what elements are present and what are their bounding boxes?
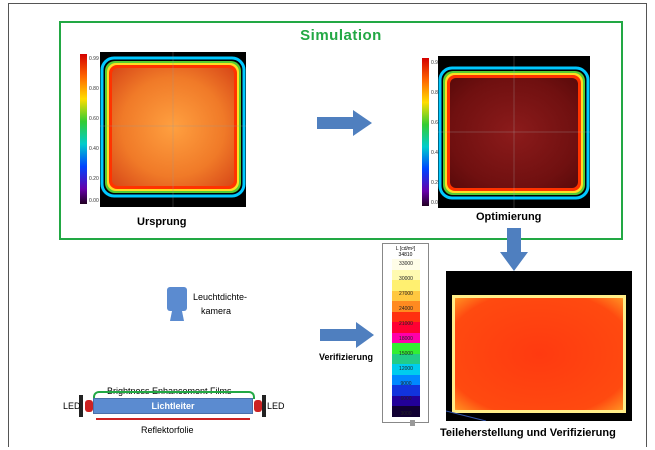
colorbar-max: 34810 bbox=[398, 252, 413, 258]
lichtleiter: Lichtleiter bbox=[93, 398, 253, 414]
colorbar-scale: 33000 30000 27000 24000 21000 18000 15000 12000… bbox=[392, 259, 420, 418]
colorbar-tick-label: 27000 bbox=[399, 291, 413, 297]
colorbar-tick-label: 3000 bbox=[400, 411, 412, 417]
svg-text:0.00: 0.00 bbox=[89, 198, 99, 204]
colorbar-cell bbox=[392, 385, 420, 397]
camera-label-2: kamera bbox=[201, 306, 232, 316]
colorbar-tick-label: 12000 bbox=[399, 366, 413, 372]
led-right-icon bbox=[254, 400, 262, 412]
colorbar-stand bbox=[410, 420, 415, 426]
simulation-box: Simulation bbox=[59, 21, 623, 240]
colorbar-tick-label: 30000 bbox=[399, 276, 413, 282]
colorbar-cell bbox=[392, 332, 420, 344]
simulation-title: Simulation bbox=[300, 27, 382, 44]
svg-text:0.80: 0.80 bbox=[431, 90, 441, 96]
led-left-icon bbox=[85, 400, 93, 412]
colorbar-tick-label: 24000 bbox=[399, 306, 413, 312]
colorbar-cell bbox=[392, 364, 420, 376]
colorbar-tick-label: 21000 bbox=[399, 321, 413, 327]
reflektor-label: Reflektorfolie bbox=[141, 425, 194, 435]
bef-film bbox=[93, 391, 255, 399]
slide-frame bbox=[8, 3, 647, 447]
optimierung-heatmap: 0.99 0.80 0.60 0.40 0.20 0.00 bbox=[422, 56, 590, 208]
svg-text:0.60: 0.60 bbox=[431, 120, 441, 126]
colorbar-cell bbox=[392, 269, 420, 281]
svg-text:0.20: 0.20 bbox=[431, 180, 441, 186]
verify-arrow-icon bbox=[320, 322, 374, 348]
svg-text:0.00: 0.00 bbox=[431, 200, 441, 206]
svg-text:0.40: 0.40 bbox=[431, 150, 441, 156]
camera-label-1: Leuchtdichte- bbox=[193, 292, 248, 302]
luminance-colorbar: L [cd/m²] 34810 33000 30000 27000 24000 2100… bbox=[382, 243, 429, 423]
colorbar-cell bbox=[392, 280, 420, 292]
colorbar-cell bbox=[392, 406, 420, 418]
colorbar-tick-label: 18000 bbox=[399, 336, 413, 342]
colorbar-cell bbox=[392, 290, 420, 302]
colorbar-cell bbox=[392, 374, 420, 386]
svg-text:0.40: 0.40 bbox=[89, 146, 99, 152]
ursprung-label: Ursprung bbox=[137, 216, 187, 228]
led-right-label: LED bbox=[267, 401, 285, 411]
led-left-label: LED bbox=[63, 401, 81, 411]
svg-text:0.80: 0.80 bbox=[89, 86, 99, 92]
measured-part-image bbox=[446, 271, 632, 421]
svg-text:0.99: 0.99 bbox=[89, 56, 99, 62]
colorbar-unit: L [cd/m²] bbox=[395, 246, 416, 252]
right-arrow-icon bbox=[317, 110, 372, 136]
colorbar-cell bbox=[392, 353, 420, 365]
ursprung-heatmap: 0.99 0.80 0.60 0.40 0.20 0.00 bbox=[80, 52, 246, 207]
colorbar-cell bbox=[392, 311, 420, 323]
colorbar-tick-label: 33000 bbox=[399, 261, 413, 267]
svg-text:0.99: 0.99 bbox=[431, 60, 441, 66]
right-bracket bbox=[262, 395, 266, 417]
colorbar-tick-label: 6000 bbox=[400, 396, 412, 402]
teile-label: Teileherstellung und Verifizierung bbox=[440, 427, 616, 439]
colorbar-cell bbox=[392, 301, 420, 313]
down-arrow-icon bbox=[500, 228, 528, 271]
colorbar-tick-label: 15000 bbox=[399, 351, 413, 357]
svg-text:0.60: 0.60 bbox=[89, 116, 99, 122]
colorbar-tick-label: 9000 bbox=[400, 381, 412, 387]
reflector-line bbox=[96, 418, 250, 420]
colorbar-cell bbox=[392, 395, 420, 407]
left-bracket bbox=[79, 395, 83, 417]
verifizierung-label: Verifizierung bbox=[319, 352, 374, 362]
svg-text:0.20: 0.20 bbox=[89, 176, 99, 182]
colorbar-cell bbox=[392, 322, 420, 334]
camera-icon bbox=[167, 287, 187, 321]
colorbar-cell bbox=[392, 259, 420, 271]
optimierung-label: Optimierung bbox=[476, 211, 542, 223]
colorbar-cell bbox=[392, 343, 420, 355]
